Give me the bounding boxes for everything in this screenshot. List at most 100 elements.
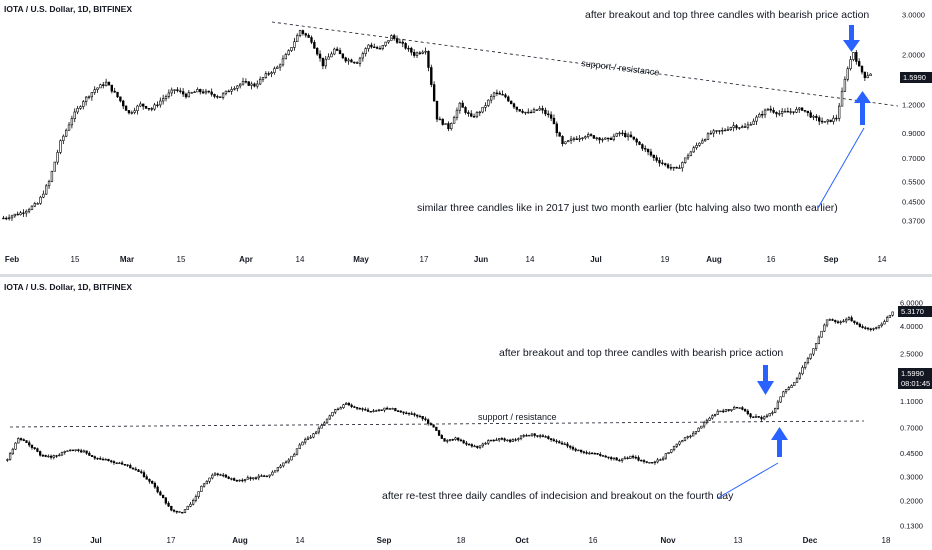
candle bbox=[88, 451, 91, 456]
candle bbox=[529, 109, 533, 114]
candle bbox=[424, 47, 427, 55]
candle bbox=[652, 154, 655, 161]
candle bbox=[481, 107, 484, 114]
candle bbox=[295, 448, 299, 456]
candle bbox=[99, 83, 102, 89]
candle bbox=[183, 509, 187, 514]
candle bbox=[316, 47, 319, 56]
candle bbox=[806, 110, 810, 117]
candle bbox=[489, 439, 493, 442]
candle bbox=[381, 45, 384, 51]
candle bbox=[544, 107, 547, 117]
y-tick-label: 1.1000 bbox=[900, 397, 923, 406]
candle bbox=[278, 63, 282, 71]
candle bbox=[401, 39, 404, 48]
candle bbox=[746, 121, 750, 130]
candle bbox=[45, 183, 48, 196]
candle bbox=[310, 35, 313, 45]
candle bbox=[644, 145, 647, 153]
candle bbox=[718, 130, 721, 135]
candle bbox=[705, 418, 708, 425]
candle bbox=[664, 453, 667, 460]
candle bbox=[186, 505, 189, 510]
candle bbox=[498, 90, 501, 95]
candle bbox=[875, 326, 878, 330]
candle bbox=[637, 455, 640, 462]
candle bbox=[758, 112, 761, 118]
candle bbox=[792, 111, 795, 115]
candle bbox=[842, 318, 845, 323]
candle bbox=[530, 433, 534, 437]
arrow-down-icon bbox=[843, 25, 860, 52]
candle bbox=[786, 107, 790, 113]
candle bbox=[192, 498, 195, 506]
candle bbox=[586, 132, 590, 139]
candle bbox=[421, 416, 424, 421]
candle bbox=[834, 319, 837, 324]
price-label: 1.5990 bbox=[900, 72, 932, 83]
candle bbox=[507, 95, 510, 103]
candle bbox=[63, 450, 66, 455]
candle bbox=[56, 149, 59, 165]
candle bbox=[216, 472, 219, 477]
candle bbox=[675, 166, 678, 169]
candle bbox=[749, 413, 752, 419]
candle bbox=[826, 119, 829, 125]
candle bbox=[394, 407, 397, 412]
candle bbox=[159, 490, 162, 496]
chart-panel-bottom[interactable]: IOTA / U.S. Dollar, 1D, BITFINEX support… bbox=[0, 277, 932, 550]
candle bbox=[10, 214, 14, 221]
candle bbox=[330, 51, 333, 58]
chart-panel-top[interactable]: IOTA / U.S. Dollar, 1D, BITFINEX support… bbox=[0, 0, 932, 274]
candle bbox=[561, 135, 564, 147]
candle bbox=[831, 318, 834, 322]
candle bbox=[364, 47, 367, 57]
candle bbox=[511, 438, 514, 443]
candle bbox=[649, 148, 653, 157]
candle bbox=[626, 456, 629, 460]
panel-divider[interactable] bbox=[0, 274, 932, 277]
candle bbox=[249, 476, 252, 481]
candle bbox=[771, 410, 774, 416]
candlestick-chart-top[interactable]: IOTA / U.S. Dollar, 1D, BITFINEX support… bbox=[0, 0, 932, 274]
candle bbox=[25, 209, 28, 217]
candle bbox=[574, 447, 577, 452]
candle bbox=[258, 76, 262, 86]
candle bbox=[549, 438, 553, 442]
candle bbox=[312, 432, 315, 439]
candle bbox=[470, 443, 474, 448]
candle bbox=[339, 406, 342, 410]
candle bbox=[167, 501, 170, 507]
candle bbox=[144, 105, 148, 109]
candle bbox=[678, 164, 681, 169]
candle bbox=[287, 458, 290, 464]
candle bbox=[282, 462, 285, 468]
candle bbox=[840, 87, 844, 107]
candle bbox=[36, 202, 39, 205]
x-tick-label: Mar bbox=[120, 255, 134, 264]
candle bbox=[754, 414, 758, 418]
candle bbox=[678, 440, 681, 446]
candle bbox=[116, 91, 119, 98]
candle bbox=[783, 108, 787, 113]
candle bbox=[161, 94, 165, 105]
candle bbox=[620, 458, 624, 463]
candle bbox=[621, 129, 624, 137]
candlestick-chart-bottom[interactable]: IOTA / U.S. Dollar, 1D, BITFINEX support… bbox=[0, 277, 932, 550]
candle bbox=[380, 409, 383, 411]
candle bbox=[402, 411, 405, 415]
candle bbox=[418, 51, 422, 55]
candle bbox=[241, 478, 244, 483]
candle bbox=[555, 439, 558, 444]
candle bbox=[52, 454, 55, 460]
candle bbox=[36, 447, 39, 453]
candle bbox=[601, 137, 604, 143]
candle bbox=[153, 481, 157, 489]
candle bbox=[136, 104, 139, 115]
candle bbox=[838, 102, 841, 122]
candle bbox=[715, 130, 718, 134]
candle bbox=[498, 438, 501, 442]
candle bbox=[84, 96, 88, 106]
candle bbox=[667, 452, 670, 455]
candle bbox=[224, 90, 228, 96]
